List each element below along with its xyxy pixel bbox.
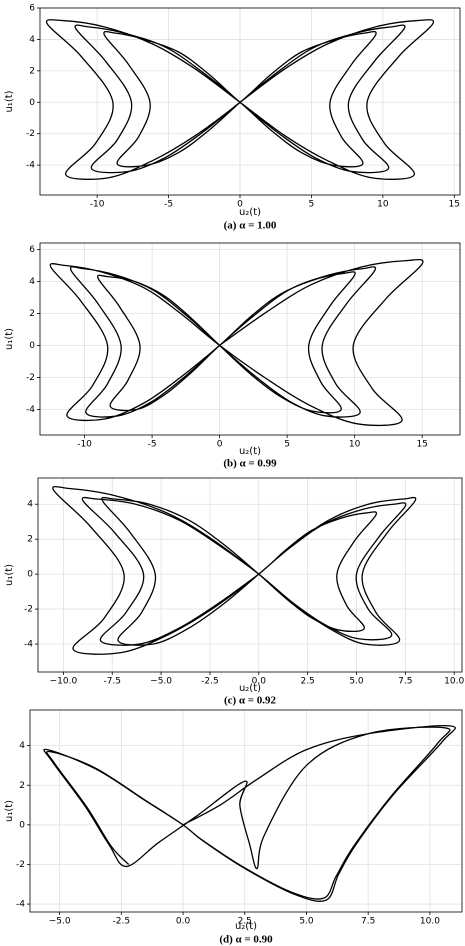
y-tick-label: 2 (29, 66, 35, 76)
x-tick-label: 2.5 (300, 677, 314, 687)
x-tick-label: 2.5 (238, 917, 252, 927)
x-tick-label: 0 (237, 200, 243, 210)
x-tick-label: 5 (309, 200, 315, 210)
y-tick-label: -4 (26, 405, 35, 415)
y-tick-label: 4 (27, 500, 33, 510)
y-tick-label: -2 (26, 129, 35, 139)
x-tick-label: -2.5 (113, 917, 131, 927)
x-tick-label: -5 (164, 200, 173, 210)
x-tick-label: −5.0 (49, 917, 71, 927)
x-tick-label: 0.0 (252, 677, 267, 687)
x-axis-label: u₂(t) (239, 683, 261, 694)
plot-frame (29, 709, 463, 913)
trajectory (52, 485, 417, 655)
y-tick-label: 0 (27, 570, 33, 580)
y-tick-label: 0 (29, 98, 35, 108)
y-tick-label: 6 (29, 245, 35, 255)
x-tick-label: 7.5 (361, 917, 375, 927)
x-tick-label: 15 (449, 200, 460, 210)
x-tick-label: -2.5 (201, 677, 219, 687)
y-tick-label: 4 (29, 35, 35, 45)
x-tick-label: 5.0 (299, 917, 314, 927)
x-tick-label: -5 (148, 440, 157, 450)
caption: (d) α = 0.90 (219, 934, 273, 946)
x-tick-label: 5 (284, 440, 290, 450)
x-tick-label: 0.0 (176, 917, 191, 927)
x-axis-label: u₂(t) (235, 921, 257, 932)
y-tick-label: 4 (19, 741, 25, 751)
x-axis-label: u₂(t) (239, 446, 261, 457)
y-tick-label: -2 (16, 860, 25, 870)
y-tick-label: 0 (19, 820, 25, 830)
caption: (a) α = 1.00 (224, 220, 277, 232)
y-tick-label: 2 (27, 535, 33, 545)
x-tick-label: -10 (90, 200, 105, 210)
y-tick-label: -4 (26, 161, 35, 171)
y-tick-label: -2 (26, 373, 35, 383)
y-axis-label: u₁(t) (4, 328, 15, 350)
trajectory (43, 724, 456, 902)
plot-frame (37, 477, 463, 673)
y-tick-label: -2 (24, 605, 33, 615)
trajectory (45, 19, 435, 180)
y-axis-label: u₁(t) (4, 564, 15, 586)
y-tick-label: 4 (29, 277, 35, 287)
y-tick-label: -4 (16, 900, 25, 910)
y-tick-label: 2 (19, 781, 25, 791)
y-tick-label: 6 (29, 4, 35, 14)
plot-frame (39, 242, 461, 436)
y-tick-label: -4 (24, 640, 33, 650)
y-axis-label: u₁(t) (4, 800, 15, 822)
x-axis-label: u₂(t) (239, 207, 261, 218)
y-axis-label: u₁(t) (4, 90, 15, 112)
x-tick-label: 10.0 (444, 677, 464, 687)
caption: (c) α = 0.92 (224, 695, 277, 707)
x-tick-label: −10.0 (50, 677, 78, 687)
y-tick-label: 0 (29, 341, 35, 351)
trajectory (49, 258, 424, 427)
x-tick-label: 10 (377, 200, 389, 210)
x-tick-label: 0 (217, 440, 223, 450)
y-tick-label: 2 (29, 309, 35, 319)
x-tick-label: -7.5 (103, 677, 121, 687)
x-tick-label: 10 (349, 440, 361, 450)
x-tick-label: 7.5 (398, 677, 412, 687)
x-tick-label: 15 (416, 440, 427, 450)
plot-frame (39, 7, 461, 196)
x-tick-label: 5.0 (349, 677, 364, 687)
x-tick-label: -10 (77, 440, 92, 450)
caption: (b) α = 0.99 (223, 458, 277, 470)
x-tick-label: 10.0 (420, 917, 440, 927)
x-tick-label: −5.0 (150, 677, 172, 687)
